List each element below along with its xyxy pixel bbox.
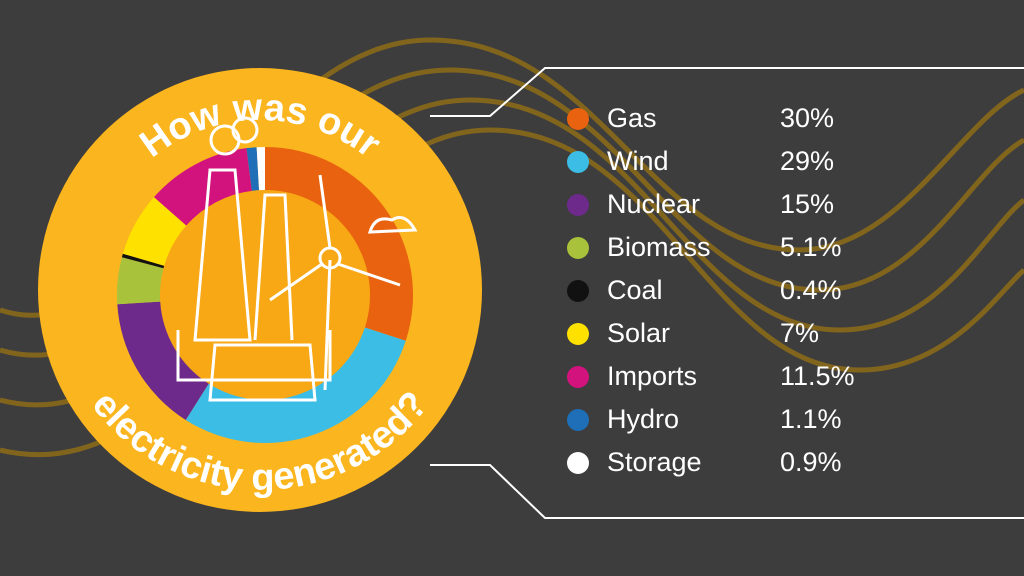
legend-marker (567, 151, 589, 173)
legend-label: Gas (607, 103, 657, 133)
donut-segment (265, 147, 414, 341)
legend-marker (567, 194, 589, 216)
legend-marker (567, 366, 589, 388)
legend-marker (567, 108, 589, 130)
legend-marker (567, 452, 589, 474)
donut-segment (185, 327, 406, 443)
legend-marker (567, 409, 589, 431)
factory-illustration (176, 116, 418, 402)
donut-segment (153, 148, 252, 226)
legend: Gas 30% Wind 29% Nuclear 15% Biomass 5.1% Coal 0.… (567, 103, 855, 477)
legend-label: Hydro (607, 404, 679, 434)
bracket (430, 67, 1024, 519)
donut-segment (116, 257, 164, 305)
donut-segment (121, 253, 165, 269)
donut-segment (246, 147, 260, 191)
donut-hole (160, 190, 370, 400)
donut-segment (256, 147, 265, 191)
legend-label: Imports (607, 361, 697, 391)
legend-value: 7% (780, 318, 819, 348)
donut (116, 147, 414, 443)
legend-label: Solar (607, 318, 670, 348)
legend-marker (567, 237, 589, 259)
legend-label: Storage (607, 447, 702, 477)
legend-value: 30% (780, 103, 834, 133)
donut-segment (122, 197, 187, 266)
legend-value: 29% (780, 146, 834, 176)
legend-label: Coal (607, 275, 663, 305)
legend-value: 1.1% (780, 404, 842, 434)
legend-value: 15% (780, 189, 834, 219)
legend-marker (567, 323, 589, 345)
legend-value: 0.9% (780, 447, 842, 477)
legend-value: 0.4% (780, 275, 842, 305)
legend-marker (567, 280, 589, 302)
legend-value: 5.1% (780, 232, 842, 262)
legend-label: Wind (607, 146, 669, 176)
legend-label: Biomass (607, 232, 711, 262)
legend-label: Nuclear (607, 189, 700, 219)
donut-segment (117, 301, 209, 420)
legend-value: 11.5% (780, 361, 855, 391)
